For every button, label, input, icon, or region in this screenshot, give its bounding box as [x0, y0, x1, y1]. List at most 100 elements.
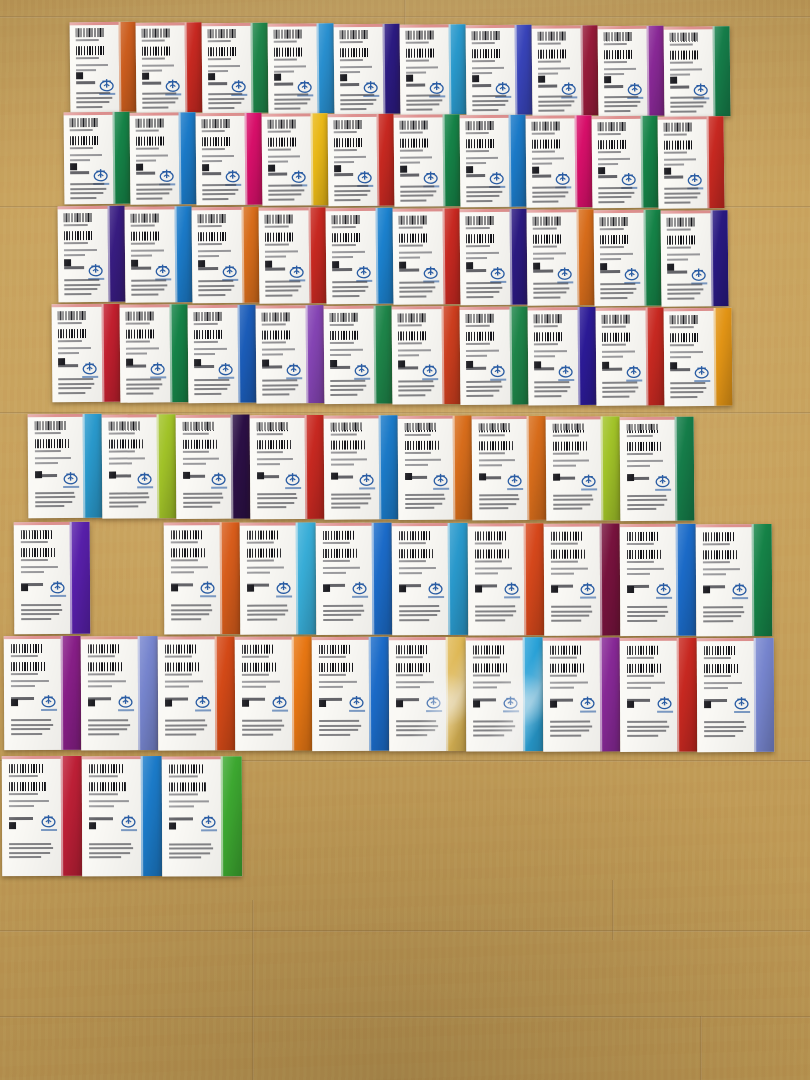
book[interactable]	[696, 637, 775, 753]
book[interactable]	[660, 210, 729, 307]
spine-highlight	[751, 524, 755, 637]
book[interactable]	[124, 206, 193, 303]
book[interactable]	[267, 23, 335, 114]
price-line	[399, 256, 420, 259]
book[interactable]	[465, 24, 533, 116]
publisher-row	[256, 472, 302, 490]
blurb-line	[322, 604, 363, 608]
book[interactable]	[315, 522, 393, 636]
blurb-line	[70, 196, 97, 199]
book[interactable]	[459, 208, 528, 306]
book[interactable]	[663, 307, 733, 407]
barcode-lower	[599, 234, 631, 244]
book[interactable]	[258, 207, 327, 304]
book[interactable]	[526, 209, 595, 306]
barcode-upper-digits	[465, 226, 490, 229]
book[interactable]	[255, 305, 325, 404]
book[interactable]	[63, 111, 131, 205]
book[interactable]	[591, 115, 659, 209]
book[interactable]	[545, 416, 621, 521]
price-line	[534, 355, 555, 358]
book[interactable]	[249, 414, 325, 520]
spine-highlight	[107, 205, 111, 302]
book[interactable]	[69, 21, 137, 113]
book[interactable]	[399, 24, 467, 115]
publisher-row	[667, 267, 708, 285]
book[interactable]	[531, 25, 599, 116]
book[interactable]	[619, 416, 695, 522]
blurb-line	[136, 183, 171, 186]
book[interactable]	[471, 415, 547, 521]
book[interactable]	[597, 25, 665, 117]
book[interactable]	[135, 22, 203, 113]
blurb-line	[704, 725, 747, 728]
isbn-line	[478, 459, 516, 462]
book[interactable]	[119, 304, 189, 403]
book[interactable]	[3, 635, 82, 751]
book[interactable]	[527, 306, 597, 406]
book[interactable]	[467, 523, 545, 636]
book[interactable]	[397, 415, 473, 521]
book[interactable]	[81, 756, 163, 877]
book-spine	[244, 112, 263, 205]
book[interactable]	[234, 636, 313, 751]
book[interactable]	[327, 113, 395, 207]
book[interactable]	[101, 414, 177, 519]
book[interactable]	[175, 414, 251, 519]
book[interactable]	[595, 307, 665, 406]
blurb-line	[64, 288, 98, 291]
isbn-line	[264, 250, 298, 253]
book[interactable]	[392, 208, 461, 305]
book[interactable]	[157, 636, 236, 751]
cover-top-stripe	[459, 306, 510, 310]
spine-highlight	[375, 207, 379, 304]
book[interactable]	[191, 206, 260, 304]
book[interactable]	[459, 114, 527, 208]
book[interactable]	[261, 113, 329, 206]
book[interactable]	[333, 23, 401, 115]
book-row	[13, 521, 773, 637]
book[interactable]	[619, 523, 697, 637]
barcode-lower-digits	[87, 673, 116, 676]
book[interactable]	[323, 415, 399, 520]
book[interactable]	[465, 637, 544, 752]
book[interactable]	[593, 209, 662, 307]
barcode-upper	[57, 310, 87, 321]
book[interactable]	[323, 305, 393, 405]
book[interactable]	[80, 636, 159, 751]
book[interactable]	[543, 523, 621, 636]
barcode-lower-digits	[330, 451, 357, 454]
book[interactable]	[311, 636, 390, 752]
book[interactable]	[1, 755, 83, 877]
book[interactable]	[391, 522, 469, 636]
book[interactable]	[129, 112, 197, 205]
book[interactable]	[388, 636, 467, 752]
book[interactable]	[51, 303, 121, 403]
book[interactable]	[163, 522, 241, 635]
book[interactable]	[187, 304, 257, 404]
book[interactable]	[391, 305, 461, 405]
book-spine	[441, 305, 461, 405]
cover-top-stripe	[593, 209, 644, 214]
book[interactable]	[57, 205, 126, 303]
cover-blurb	[169, 822, 215, 861]
book[interactable]	[657, 116, 725, 209]
blurb-line	[330, 493, 370, 496]
book[interactable]	[619, 637, 698, 752]
book[interactable]	[27, 413, 103, 519]
book[interactable]	[239, 522, 317, 635]
book[interactable]	[695, 523, 773, 637]
book[interactable]	[663, 26, 731, 117]
book[interactable]	[459, 306, 529, 405]
book[interactable]	[13, 521, 91, 635]
book[interactable]	[393, 114, 461, 207]
book[interactable]	[325, 207, 394, 305]
book[interactable]	[542, 637, 621, 752]
blurb-mark-icon	[478, 473, 486, 481]
blurb-line	[108, 496, 150, 499]
book[interactable]	[525, 115, 593, 208]
book[interactable]	[201, 22, 269, 114]
book[interactable]	[161, 756, 243, 877]
blurb-line	[89, 851, 130, 854]
book[interactable]	[195, 112, 263, 206]
